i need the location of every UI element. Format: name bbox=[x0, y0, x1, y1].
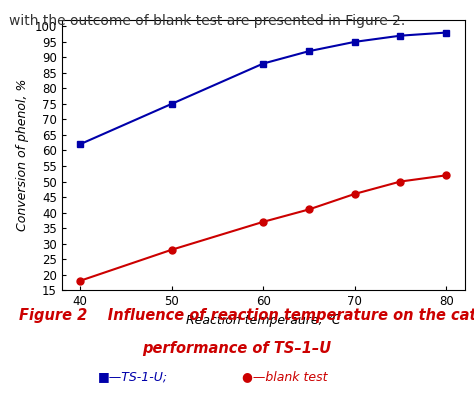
Text: Figure 2    Influence of reaction temperature on the catalytic: Figure 2 Influence of reaction temperatu… bbox=[19, 308, 474, 323]
Text: performance of TS–1–U: performance of TS–1–U bbox=[143, 341, 331, 355]
X-axis label: Reaction temperaure, ℃: Reaction temperaure, ℃ bbox=[186, 314, 340, 326]
Text: with the outcome of blank test are presented in Figure 2.: with the outcome of blank test are prese… bbox=[9, 14, 406, 28]
Text: ●—blank test: ●—blank test bbox=[242, 370, 327, 383]
Y-axis label: Conversion of phenol, %: Conversion of phenol, % bbox=[16, 79, 29, 231]
Text: ■—TS-1-U;: ■—TS-1-U; bbox=[98, 370, 168, 383]
